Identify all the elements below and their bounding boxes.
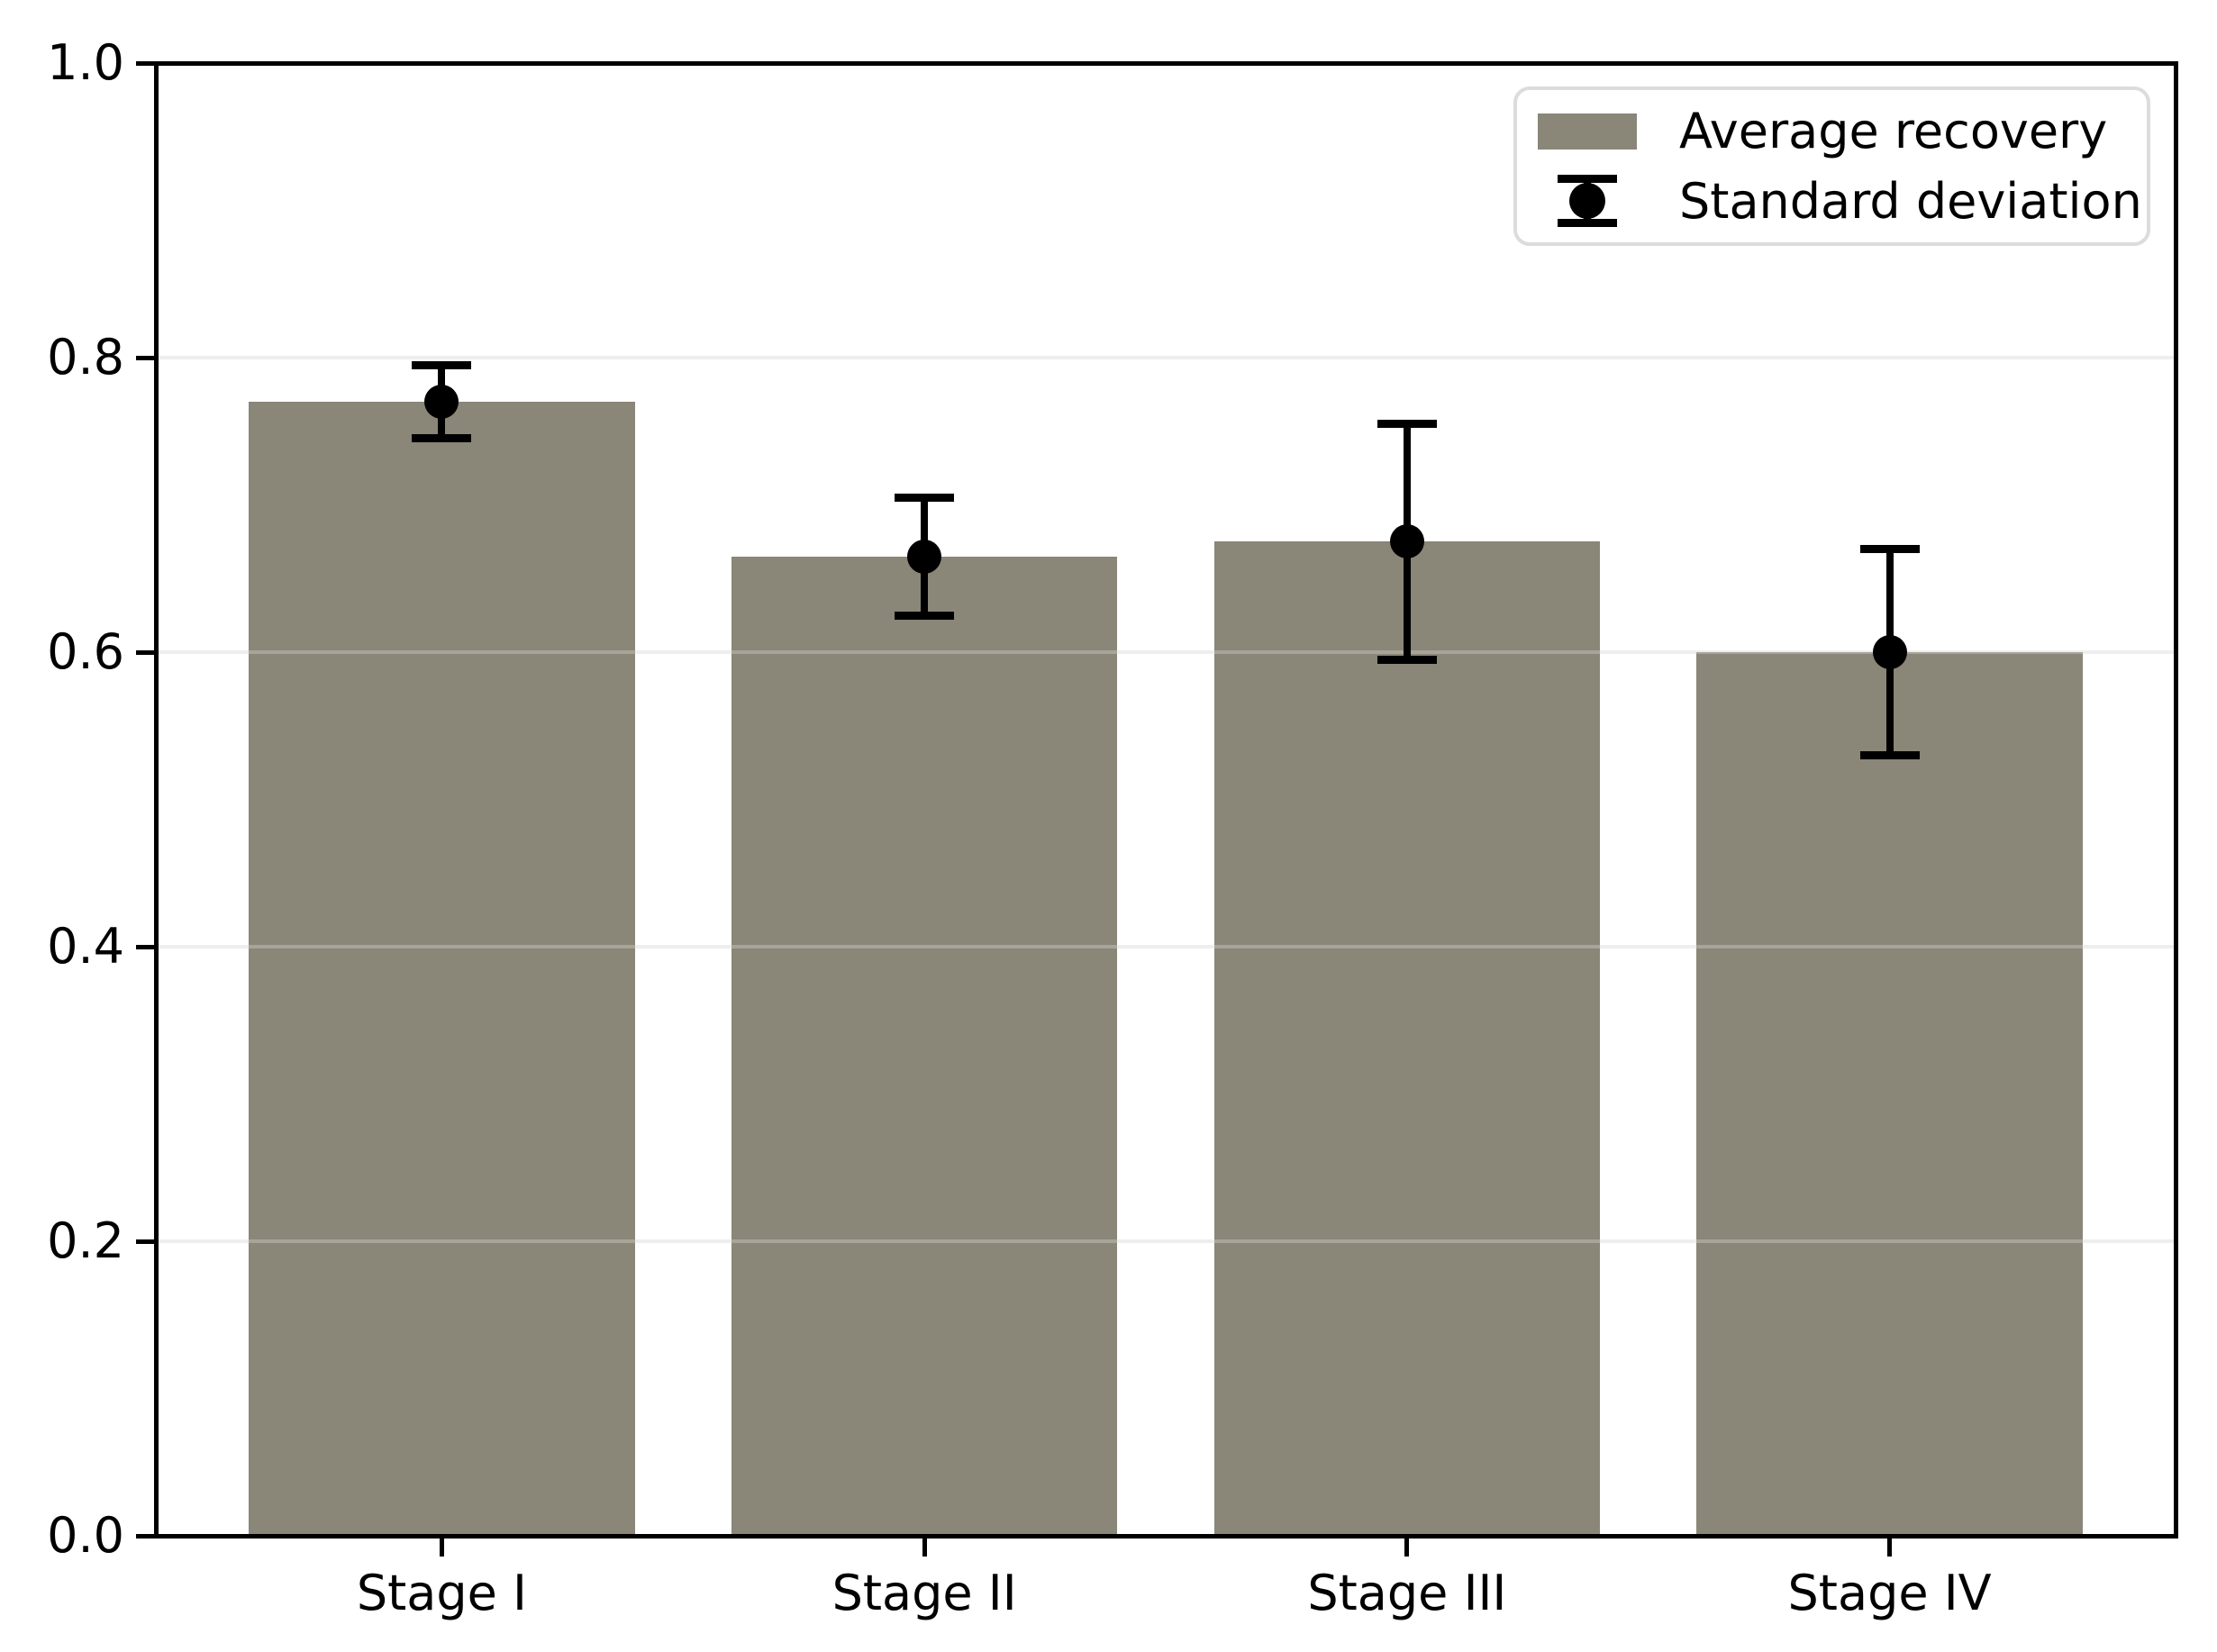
errorbar-stage-iv-bottom-cap <box>1859 750 1920 759</box>
x-tick-stage-iv <box>1887 1538 1893 1557</box>
errorbar-icon-marker <box>1569 183 1605 220</box>
legend-label-average-recovery: Average recovery <box>1679 103 2108 160</box>
errorbar-stage-iv-marker <box>1872 635 1907 669</box>
legend-bar-swatch <box>1538 113 1637 150</box>
gridline-0.8 <box>156 356 2176 359</box>
y-tick-0.2 <box>135 1239 154 1244</box>
y-tick-0.4 <box>135 944 154 949</box>
x-tick-stage-iii <box>1404 1538 1410 1557</box>
x-tick-label-stage-ii: Stage II <box>831 1565 1017 1621</box>
bar-stage-i <box>249 402 635 1536</box>
x-tick-label-stage-i: Stage I <box>356 1565 527 1621</box>
bar-stage-ii <box>731 556 1118 1536</box>
bar-stage-iii <box>1213 541 1601 1536</box>
legend: Average recovery Standard deviation <box>1513 86 2150 246</box>
gridline-overlay-0.4 <box>156 945 2176 949</box>
errorbar-icon <box>1558 175 1617 228</box>
legend-entry-standard-deviation: Standard deviation <box>1538 173 2147 230</box>
y-tick-label-0.4: 0.4 <box>47 918 124 975</box>
gridline-overlay-0.8 <box>156 356 2176 359</box>
errorbar-stage-iv-top-cap <box>1859 545 1920 554</box>
left-spine <box>153 60 159 1539</box>
errorbar-stage-iii-marker <box>1389 524 1424 559</box>
right-spine <box>2173 60 2178 1539</box>
gridline-0.4 <box>156 945 2176 949</box>
gridline-overlay-0.2 <box>156 1239 2176 1243</box>
legend-entry-average-recovery: Average recovery <box>1538 103 2147 159</box>
y-tick-0.0 <box>135 1533 154 1539</box>
x-tick-stage-i <box>439 1538 444 1557</box>
errorbar-stage-iii-top-cap <box>1377 420 1437 429</box>
errorbar-icon-bottom-cap <box>1558 219 1617 228</box>
bar-stage-iv <box>1696 652 2083 1536</box>
y-tick-label-0.2: 0.2 <box>47 1212 124 1269</box>
errorbar-stage-iii-bottom-cap <box>1377 655 1437 664</box>
y-tick-0.6 <box>135 649 154 655</box>
y-tick-0.8 <box>135 355 154 360</box>
gridline-0.2 <box>156 1239 2176 1243</box>
y-tick-label-0.0: 0.0 <box>47 1507 124 1564</box>
errorbar-stage-ii-marker <box>907 539 942 574</box>
errorbar-stage-i-marker <box>424 385 459 420</box>
gridline-0.6 <box>156 650 2176 654</box>
x-tick-label-stage-iii: Stage III <box>1307 1565 1507 1621</box>
y-tick-1.0 <box>135 60 154 66</box>
errorbar-stage-ii-top-cap <box>895 493 955 502</box>
bottom-spine <box>153 1533 2178 1539</box>
errorbar-stage-i-bottom-cap <box>412 434 472 443</box>
y-tick-label-0.8: 0.8 <box>47 329 124 386</box>
errorbar-stage-ii-bottom-cap <box>895 611 955 620</box>
errorbar-stage-i-top-cap <box>412 360 472 369</box>
gridline-overlay-0.6 <box>156 650 2176 654</box>
legend-label-standard-deviation: Standard deviation <box>1679 172 2142 230</box>
y-tick-label-1.0: 1.0 <box>47 34 124 91</box>
legend-errorbar-icon <box>1538 175 1637 228</box>
x-tick-stage-ii <box>922 1538 927 1557</box>
errorbar-icon-top-cap <box>1558 175 1617 184</box>
top-spine <box>153 60 2178 66</box>
y-tick-label-0.6: 0.6 <box>47 623 124 680</box>
bar-color-swatch <box>1538 113 1637 150</box>
x-tick-label-stage-iv: Stage IV <box>1787 1565 1992 1621</box>
